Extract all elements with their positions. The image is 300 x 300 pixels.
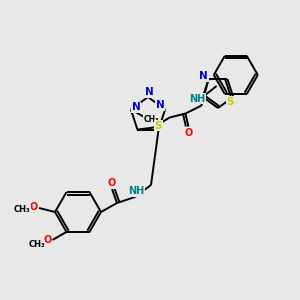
Text: O: O xyxy=(184,128,193,138)
Text: NH: NH xyxy=(128,186,144,196)
Text: N: N xyxy=(156,100,164,110)
Text: CH₃: CH₃ xyxy=(143,115,159,124)
Text: CH₃: CH₃ xyxy=(14,206,30,214)
Text: CH₃: CH₃ xyxy=(28,240,45,249)
Text: O: O xyxy=(108,178,116,188)
Text: N: N xyxy=(199,71,208,81)
Text: S: S xyxy=(155,121,162,130)
Text: O: O xyxy=(30,202,38,212)
Text: N: N xyxy=(145,87,153,97)
Text: NH: NH xyxy=(189,94,206,103)
Text: O: O xyxy=(44,235,52,245)
Text: N: N xyxy=(131,102,140,112)
Text: S: S xyxy=(226,97,234,107)
